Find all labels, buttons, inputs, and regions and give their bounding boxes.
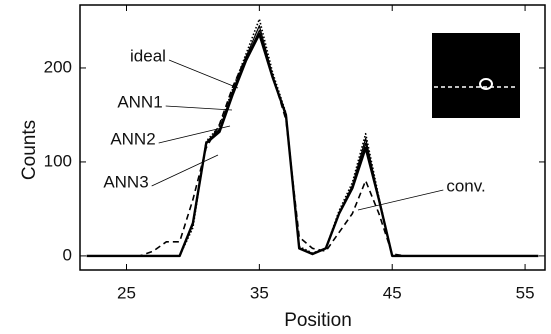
x-tick-label: 55 <box>516 283 535 302</box>
annotation-label: ideal <box>130 46 166 65</box>
y-axis-title: Counts <box>19 120 40 180</box>
leader-line <box>169 60 238 88</box>
chart: Position Counts 25 35 45 55 0 100 200 ideal ANN1… <box>0 0 551 334</box>
leader-line <box>152 155 218 186</box>
inset-image <box>432 33 520 118</box>
leader-line <box>159 126 230 143</box>
annotation-label: ANN3 <box>103 172 148 191</box>
x-axis-title: Position <box>284 310 352 331</box>
inset-background <box>432 33 520 118</box>
x-tick-label: 35 <box>250 283 269 302</box>
annotation-label: ANN2 <box>110 129 155 148</box>
y-tick-label: 200 <box>44 57 72 76</box>
annotation-label: ANN1 <box>117 92 162 111</box>
x-tick-label: 45 <box>383 283 402 302</box>
leader-line <box>166 106 232 110</box>
y-tick-label: 0 <box>63 245 72 264</box>
y-tick-label: 100 <box>44 151 72 170</box>
annotation-label: conv. <box>446 176 485 195</box>
x-tick-label: 25 <box>117 283 136 302</box>
